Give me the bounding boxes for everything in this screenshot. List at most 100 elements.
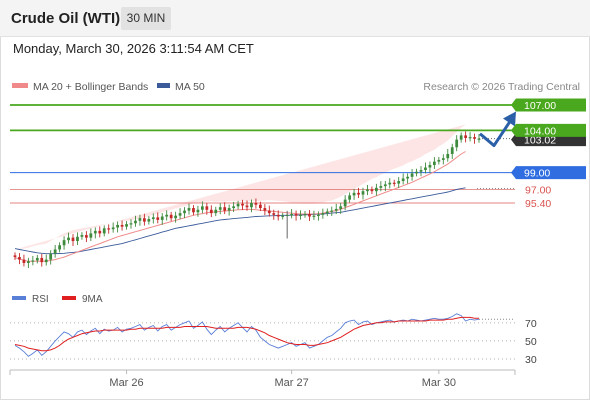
candle (299, 210, 302, 220)
candle (196, 205, 200, 217)
candle (151, 213, 155, 224)
candle (111, 222, 115, 233)
ma20-line (14, 151, 466, 262)
level-tag-104.00: 104.00 (511, 123, 586, 137)
forecast-arrow-line (479, 120, 512, 148)
moving-averages (14, 151, 466, 262)
candle (401, 173, 405, 185)
candle (18, 253, 21, 265)
level-tag-107.00: 107.00 (511, 98, 586, 112)
rsi-legend-label: RSI (32, 294, 49, 305)
time-axis: Mar 26 Mar 27 Mar 30 (9, 369, 516, 389)
candle (174, 211, 177, 223)
candle (397, 177, 401, 189)
candle (285, 210, 289, 239)
forecast-arrow-head (503, 111, 516, 127)
candle (392, 179, 396, 187)
candle (348, 192, 351, 203)
ma50-line (14, 187, 466, 255)
candle (455, 135, 459, 152)
candle (339, 202, 343, 214)
candle (89, 228, 93, 242)
candle (325, 208, 329, 217)
candle (71, 234, 75, 247)
candle (294, 210, 298, 221)
candle (250, 199, 253, 213)
candle (80, 232, 84, 240)
candle (477, 134, 481, 143)
candle (40, 253, 44, 267)
candle (357, 187, 360, 199)
candle (361, 187, 365, 200)
candle (281, 212, 285, 220)
candle (214, 206, 218, 217)
instrument-title: Crude Oil (WTI) (11, 10, 121, 27)
candle (35, 254, 39, 264)
ma20-legend-swatch (12, 83, 28, 88)
candle (419, 166, 423, 177)
candle (317, 211, 320, 221)
level-label-95.40: 95.40 (525, 198, 551, 210)
candles (13, 131, 481, 268)
candle (134, 215, 137, 227)
candle (116, 221, 119, 233)
candle (201, 201, 204, 214)
candle (183, 207, 186, 219)
time-tick-label: Mar 30 (422, 377, 456, 389)
candle (160, 213, 164, 225)
candle (321, 208, 325, 219)
candle (308, 210, 311, 221)
rsi-ma-legend-swatch (62, 296, 76, 300)
svg-text:107.00: 107.00 (524, 100, 556, 112)
candle (334, 203, 338, 215)
candle (236, 200, 240, 210)
candle (263, 204, 267, 216)
candle (138, 214, 142, 226)
candle (49, 250, 53, 265)
time-tick-label: Mar 26 (109, 377, 143, 389)
candle (102, 225, 106, 237)
candle (169, 211, 173, 222)
candle (245, 200, 249, 211)
bollinger-area (15, 124, 466, 250)
candle (187, 203, 191, 215)
candle (85, 231, 88, 243)
timestamp: Monday, March 30, 2026 3:11:54 AM CET (13, 41, 254, 56)
candle (450, 143, 454, 159)
candle (165, 210, 169, 221)
candle (352, 188, 356, 200)
svg-text:103.02: 103.02 (524, 135, 556, 147)
candle (272, 209, 276, 220)
candle (343, 195, 347, 211)
level-label-97.00: 97.00 (525, 184, 551, 196)
candle (178, 208, 182, 220)
candle (370, 186, 374, 195)
candle (383, 180, 387, 192)
candle (209, 205, 213, 218)
candle (424, 162, 427, 174)
level-tag-99.00: 99.00 (511, 166, 586, 180)
candle (129, 219, 133, 229)
candle (267, 205, 271, 217)
candle (254, 198, 258, 209)
ma20-legend-label: MA 20 + Bollinger Bands (33, 81, 148, 93)
timeframe-badge[interactable]: 30 MIN (121, 7, 171, 30)
candle (388, 178, 392, 189)
candle (107, 224, 111, 234)
ma50-legend-label: MA 50 (175, 81, 205, 93)
candle (276, 210, 280, 221)
candle (375, 183, 378, 196)
rsi-line (14, 313, 480, 357)
candle (125, 221, 128, 230)
header-bar: Crude Oil (WTI) 30 MIN (0, 0, 590, 37)
candle (147, 216, 151, 225)
candle (227, 204, 231, 216)
candle (330, 206, 334, 216)
credit-text: Research © 2026 Trading Central (423, 81, 580, 93)
candle (27, 257, 30, 268)
candle (290, 208, 293, 219)
candle (473, 133, 476, 144)
level-tags: 103.02 107.00 104.00 99.00 97.00 95.40 (511, 98, 586, 210)
candle (303, 211, 307, 218)
level-lines (10, 104, 515, 204)
